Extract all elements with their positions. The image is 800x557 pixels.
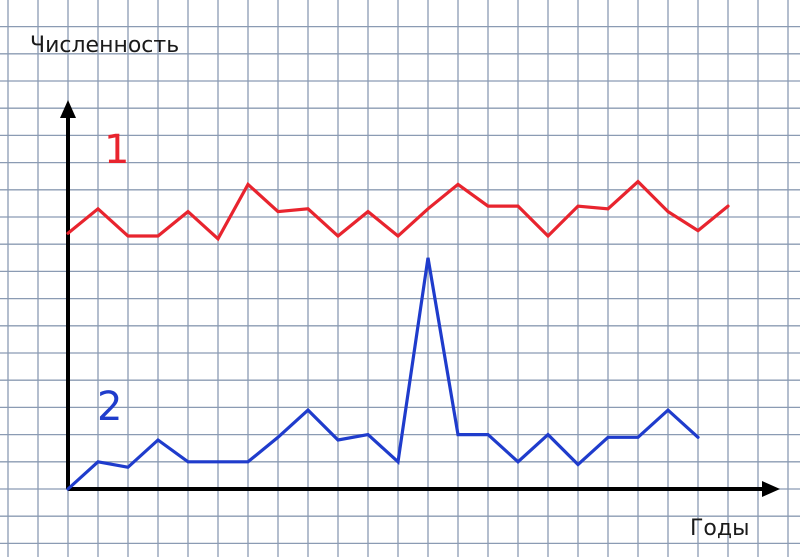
series-label-2: 2 (97, 384, 122, 430)
series-label-1: 1 (104, 127, 129, 173)
x-axis-label: Годы (690, 516, 749, 541)
series-layer (66, 179, 730, 491)
axes (60, 100, 780, 497)
y-axis-arrow (60, 100, 76, 118)
x-axis-arrow (762, 481, 780, 497)
y-axis-label: Численность (30, 33, 179, 58)
series-line-2 (66, 257, 700, 491)
